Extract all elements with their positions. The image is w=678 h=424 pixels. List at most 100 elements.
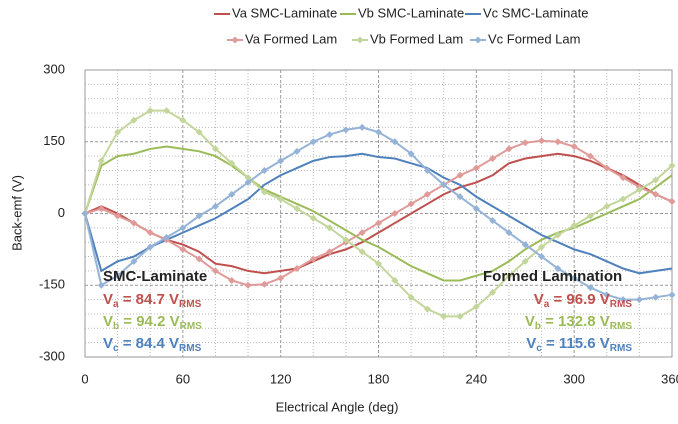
series-marker	[635, 296, 643, 304]
y-tick-label: -300	[39, 348, 65, 363]
series-marker	[570, 221, 578, 229]
annotation-value: = 115.6 V	[542, 335, 610, 352]
series-marker	[423, 305, 431, 313]
series-marker	[244, 174, 252, 182]
y-tick-label: -150	[39, 277, 65, 292]
series-marker	[293, 265, 301, 273]
annotation-symbol: V	[103, 291, 113, 308]
series-marker	[456, 312, 464, 320]
series-marker	[407, 293, 415, 301]
x-tick-label: 180	[368, 371, 390, 386]
series-marker	[586, 284, 594, 292]
annotation-symbol: V	[526, 335, 536, 352]
annotation-value: = 84.7 V	[119, 291, 179, 308]
annotation-text: Vb = 132.8 VRMS	[525, 313, 632, 332]
series-marker	[358, 123, 366, 131]
legend-marker	[356, 36, 364, 44]
series-marker	[521, 139, 529, 147]
series-marker	[619, 195, 627, 203]
series-marker	[554, 265, 562, 273]
series-marker	[195, 128, 203, 136]
x-tick-label: 240	[465, 371, 487, 386]
series-marker	[195, 212, 203, 220]
annotation-symbol: V	[534, 291, 544, 308]
series-marker	[309, 214, 317, 222]
series-marker	[603, 291, 611, 299]
series-marker	[260, 188, 268, 196]
series-marker	[146, 243, 154, 251]
series-marker	[505, 229, 513, 237]
annotation-sub: a	[544, 299, 550, 310]
series-marker	[326, 224, 334, 232]
series-marker	[342, 126, 350, 134]
series-marker	[293, 147, 301, 155]
annotation-symbol: V	[103, 313, 113, 330]
series-marker	[163, 107, 171, 115]
annotation-text: Vc = 84.4 VRMS	[103, 335, 202, 354]
series-marker	[130, 116, 138, 124]
series-marker	[146, 107, 154, 115]
series-marker	[375, 128, 382, 136]
series-marker	[538, 243, 546, 251]
series-marker	[146, 229, 154, 237]
series-marker	[489, 217, 497, 225]
series-marker	[244, 178, 252, 186]
series-marker	[228, 276, 236, 284]
series-marker	[586, 212, 594, 220]
annotation-symbol: V	[103, 335, 113, 352]
series-marker	[244, 281, 252, 289]
series-marker	[309, 138, 317, 146]
series-marker	[538, 137, 546, 145]
series-marker	[668, 162, 676, 170]
annotation-sub: c	[536, 343, 542, 354]
series-marker	[97, 205, 105, 213]
annotation-unit: RMS	[610, 343, 633, 354]
x-tick-label: 300	[563, 371, 585, 386]
series-marker	[179, 245, 187, 253]
annotation-text: Va = 84.7 VRMS	[103, 291, 202, 310]
series-marker	[570, 274, 578, 282]
series-marker	[440, 312, 448, 320]
series-marker	[603, 164, 611, 172]
x-tick-label: 60	[176, 371, 190, 386]
series-marker	[375, 219, 382, 227]
x-axis-label: Electrical Angle (deg)	[276, 399, 399, 414]
legend-label: Vb SMC-Laminate	[358, 5, 464, 20]
series-marker	[423, 190, 431, 198]
series-marker	[293, 205, 301, 213]
series-marker	[163, 233, 171, 241]
series-marker	[407, 200, 415, 208]
series-marker	[472, 205, 480, 213]
series-marker	[81, 210, 89, 217]
series-marker	[554, 231, 562, 239]
series-marker	[260, 166, 268, 174]
series-marker	[668, 198, 676, 206]
series-marker	[211, 267, 219, 275]
series-marker	[309, 255, 317, 263]
series-marker	[277, 274, 285, 282]
annotation-sub: c	[113, 343, 119, 354]
series-marker	[652, 293, 660, 301]
annotation-unit: RMS	[610, 299, 633, 310]
series-marker	[472, 164, 480, 172]
series-marker	[440, 181, 448, 189]
series-marker	[375, 260, 382, 268]
x-tick-label: 120	[270, 371, 292, 386]
x-tick-label: 0	[81, 371, 88, 386]
series-marker	[179, 116, 187, 124]
series-marker	[130, 219, 138, 227]
series-marker	[114, 128, 122, 136]
legend-label: Vb Formed Lam	[370, 31, 463, 46]
series-marker	[342, 236, 350, 244]
annotation-value: = 84.4 V	[119, 335, 179, 352]
legend-marker	[231, 36, 239, 44]
series-marker	[489, 154, 497, 162]
series-marker	[619, 174, 627, 182]
series-marker	[391, 138, 399, 146]
series-marker	[603, 202, 611, 210]
y-tick-label: 300	[43, 61, 65, 76]
series-marker	[456, 171, 464, 179]
y-tick-label: 150	[43, 133, 65, 148]
annotation-sub: a	[113, 299, 119, 310]
series-marker	[423, 166, 431, 174]
